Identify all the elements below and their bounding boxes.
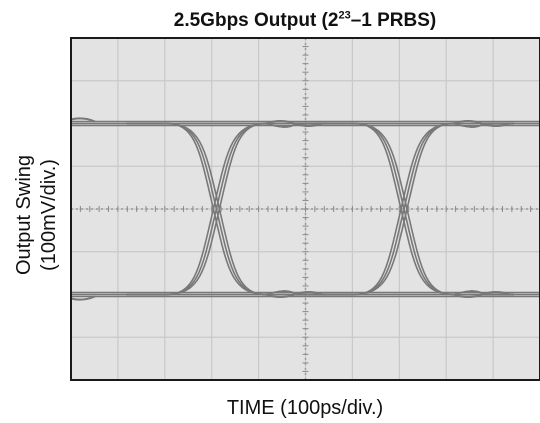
eye-traces	[70, 117, 540, 301]
falling-edge-trace	[313, 122, 514, 296]
left-edge-trace	[70, 117, 96, 123]
x-axis-label: TIME (100ps/div.)	[226, 397, 384, 419]
chart-title-exponent: 23	[338, 9, 351, 22]
chart-title: 2.5Gbps Output (223–1 PRBS)	[70, 10, 540, 32]
falling-edge-trace	[126, 122, 327, 296]
left-edge-trace	[70, 295, 96, 301]
rising-edge-trace	[313, 122, 514, 296]
undershoot-trace	[266, 291, 323, 298]
y-axis-label-line2: (100mV/div.)	[38, 159, 60, 271]
chart-title-suffix: –1 PRBS)	[350, 10, 437, 31]
rising-edge-trace	[126, 122, 327, 296]
overshoot-trace	[266, 120, 323, 127]
overshoot-trace	[453, 120, 511, 127]
undershoot-trace	[453, 291, 511, 298]
chart-title-prefix: 2.5Gbps Output (2	[173, 10, 339, 31]
plot-frame	[70, 37, 540, 381]
y-axis-label-line1: Output Swing	[13, 154, 35, 276]
y-axis-label: Output Swing (100mV/div.)	[0, 0, 70, 423]
